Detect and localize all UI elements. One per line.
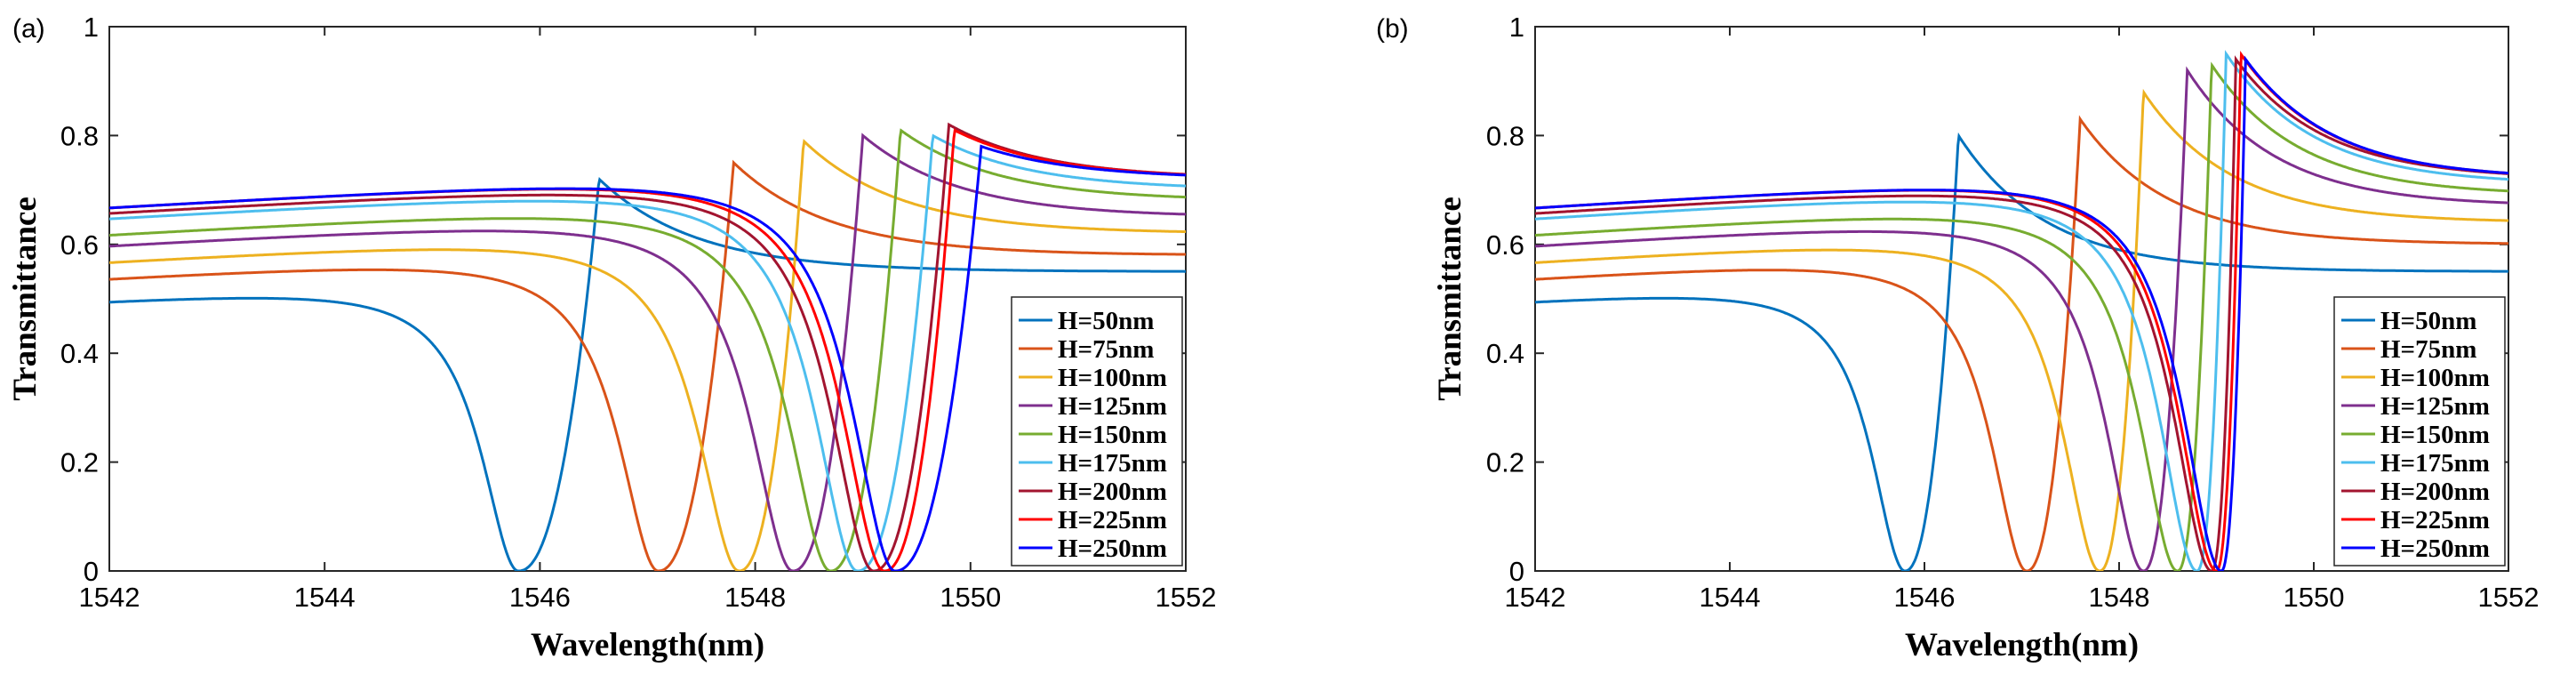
x-tick-label: 1552 — [2478, 582, 2540, 613]
series-line-h-125nm — [109, 133, 1186, 571]
legend: H=50nmH=75nmH=100nmH=125nmH=150nmH=175nm… — [1011, 296, 1183, 567]
y-tick-label: 0 — [84, 556, 99, 587]
plot-frame — [1534, 26, 2509, 572]
series-line-h-250nm — [109, 144, 1186, 571]
x-tick-label: 1546 — [509, 582, 571, 613]
series-line-h-75nm — [1535, 115, 2508, 571]
panel-label: (a) — [12, 14, 45, 44]
x-tick-label: 1550 — [2284, 582, 2345, 613]
y-tick-label: 0.2 — [1486, 447, 1524, 478]
x-axis-title: Wavelength(nm) — [531, 627, 764, 663]
legend-entry: H=100nm — [2380, 364, 2490, 392]
series-group — [109, 122, 1186, 571]
legend-entry: H=75nm — [1058, 335, 1154, 364]
legend: H=50nmH=75nmH=100nmH=125nmH=150nmH=175nm… — [2333, 296, 2506, 567]
legend-entry: H=125nm — [2380, 392, 2490, 421]
legend-entry: H=225nm — [1058, 506, 1167, 534]
y-tick-label: 0.2 — [60, 447, 99, 478]
x-tick-label: 1550 — [940, 582, 1001, 613]
y-axis-title: Transmittance — [1432, 197, 1468, 401]
series-line-h-250nm — [1535, 55, 2508, 571]
legend-entry: H=150nm — [2380, 421, 2490, 449]
legend-box — [1011, 296, 1183, 567]
panel-a: 1542 1544 1546 1548 1550 1552 0 0.2 0.4 0.6 0.8 1 Wa… — [7, 12, 1216, 663]
series-line-h-50nm — [1535, 132, 2508, 571]
x-tick-label: 1542 — [1505, 582, 1566, 613]
series-group — [1535, 50, 2508, 571]
x-axis-title: Wavelength(nm) — [1905, 627, 2139, 663]
series-line-h-125nm — [1535, 66, 2508, 571]
legend-entry: H=50nm — [2380, 307, 2476, 335]
series-line-h-200nm — [109, 122, 1186, 571]
legend-box — [2333, 296, 2506, 567]
series-line-h-100nm — [109, 139, 1186, 571]
x-tick-label: 1542 — [79, 582, 140, 613]
legend-entry: H=175nm — [2380, 449, 2490, 478]
series-line-h-100nm — [1535, 88, 2508, 571]
legend-entry: H=250nm — [2380, 534, 2490, 563]
series-line-h-150nm — [1535, 61, 2508, 571]
y-tick-label: 0.6 — [60, 229, 99, 261]
y-tick-label: 1 — [1509, 12, 1524, 43]
y-tick-label: 0.8 — [60, 120, 99, 151]
x-tick-label: 1544 — [294, 582, 356, 613]
x-tick-label: 1548 — [2089, 582, 2150, 613]
legend-entry: H=200nm — [1058, 478, 1167, 506]
legend-entry: H=125nm — [1058, 392, 1167, 421]
y-tick-label: 0 — [1509, 556, 1524, 587]
x-tick-label: 1544 — [1700, 582, 1761, 613]
y-tick-label: 0.4 — [60, 338, 99, 369]
y-axis-title: Transmittance — [7, 197, 44, 401]
series-line-h-200nm — [1535, 55, 2508, 571]
legend-entry: H=175nm — [1058, 449, 1167, 478]
y-tick-label: 0.4 — [1486, 338, 1524, 369]
series-line-h-150nm — [109, 128, 1186, 571]
legend-entry: H=200nm — [2380, 478, 2490, 506]
plot-frame — [108, 26, 1187, 572]
legend-entry: H=225nm — [2380, 506, 2490, 534]
y-tick-label: 0.6 — [1486, 229, 1524, 261]
legend-entry: H=150nm — [1058, 421, 1167, 449]
y-tick-label: 1 — [84, 12, 99, 43]
series-line-h-175nm — [109, 133, 1186, 571]
series-line-h-175nm — [1535, 50, 2508, 571]
legend-entry: H=250nm — [1058, 534, 1167, 563]
series-line-h-75nm — [109, 159, 1186, 571]
legend-entry: H=75nm — [2380, 335, 2476, 364]
x-tick-label: 1552 — [1156, 582, 1217, 613]
panel-label: (b) — [1376, 14, 1409, 44]
legend-entry: H=100nm — [1058, 364, 1167, 392]
x-tick-label: 1546 — [1894, 582, 1956, 613]
panel-b: 1542 1544 1546 1548 1550 1552 0 0.2 0.4 0.6 0.8 1 Wa… — [1376, 12, 2539, 663]
y-tick-label: 0.8 — [1486, 120, 1524, 151]
x-tick-label: 1548 — [724, 582, 786, 613]
series-line-h-50nm — [109, 176, 1186, 571]
legend-entry: H=50nm — [1058, 307, 1154, 335]
